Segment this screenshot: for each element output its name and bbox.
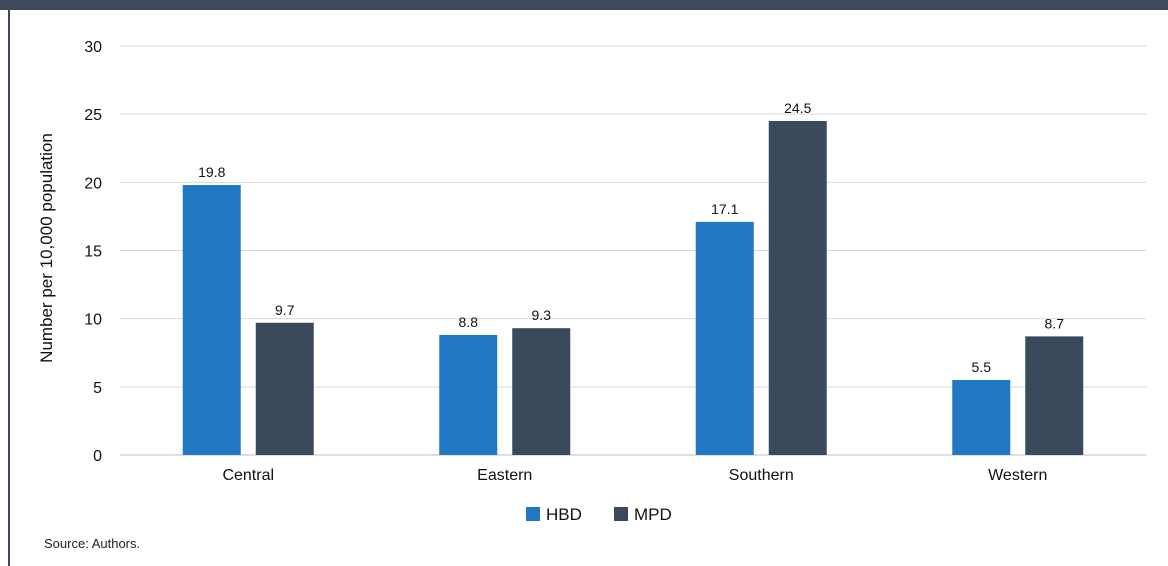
bar-mpd-central: [255, 322, 314, 455]
legend-label: HBD: [546, 505, 582, 524]
data-label: 19.8: [198, 164, 225, 180]
x-tick-label: Central: [222, 467, 274, 484]
data-label: 17.1: [711, 201, 738, 217]
y-tick-label: 5: [93, 380, 102, 397]
source-note: Source: Authors.: [44, 536, 141, 551]
data-label: 9.3: [532, 307, 552, 323]
legend-label: MPD: [634, 505, 672, 524]
y-axis-ticks: 0 5 10 15 20 25 30: [84, 39, 102, 465]
data-label: 8.7: [1045, 315, 1065, 331]
x-tick-label: Southern: [729, 467, 794, 484]
bar-mpd-western: [1025, 336, 1084, 455]
legend-swatch: [614, 507, 628, 521]
x-tick-label: Eastern: [477, 467, 532, 484]
bar-mpd-eastern: [512, 328, 571, 455]
y-tick-label: 0: [93, 448, 102, 465]
y-tick-label: 20: [84, 175, 102, 192]
legend-swatch: [526, 507, 540, 521]
y-tick-label: 25: [84, 107, 102, 124]
bar-hbd-central: [182, 185, 241, 455]
bar-hbd-western: [952, 380, 1011, 455]
data-label: 9.7: [275, 302, 295, 318]
data-label: 24.5: [784, 100, 811, 116]
legend: HBD MPD: [526, 505, 672, 524]
data-label: 8.8: [459, 314, 479, 330]
data-labels: 19.8 9.7 8.8 9.3 17.1 24.5 5.5 8.7: [198, 100, 1064, 375]
data-label: 5.5: [972, 359, 992, 375]
y-tick-label: 15: [84, 244, 102, 261]
left-frame-rule: [8, 10, 10, 566]
header-band: [0, 0, 1168, 10]
x-tick-label: Western: [988, 467, 1047, 484]
x-axis-ticks: Central Eastern Southern Western: [222, 467, 1047, 484]
bar-mpd-southern: [768, 120, 827, 455]
y-axis-label: Number per 10,000 population: [37, 133, 56, 363]
bars: [182, 120, 1084, 455]
bar-hbd-southern: [695, 221, 754, 455]
y-tick-label: 30: [84, 39, 102, 56]
y-tick-label: 10: [84, 312, 102, 329]
bar-hbd-eastern: [439, 335, 498, 455]
